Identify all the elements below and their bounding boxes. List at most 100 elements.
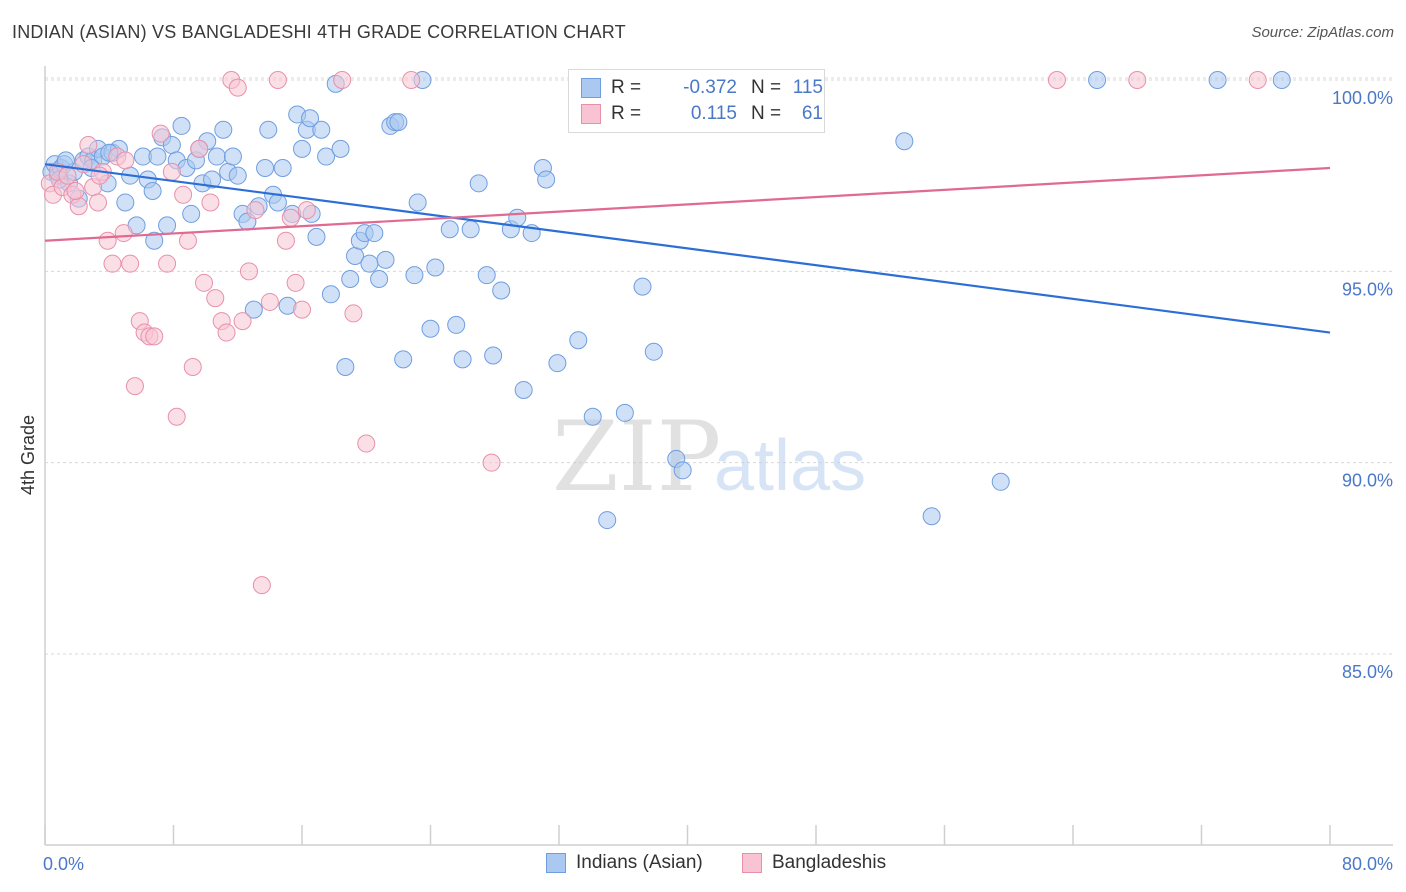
indians-point [569, 331, 588, 350]
bangladeshis-point [1248, 71, 1267, 89]
indians-point [514, 380, 533, 399]
legend-item-bangladeshis[interactable]: Bangladeshis [742, 852, 886, 874]
indians-point [1088, 71, 1107, 89]
bangladeshis-point [162, 162, 181, 181]
indians-point [203, 170, 222, 189]
indians-point [148, 147, 167, 166]
bangladeshis-point [217, 323, 236, 342]
y-tick-label: 100.0% [1332, 88, 1393, 108]
indians-point [1208, 71, 1227, 89]
indians-point [583, 407, 602, 426]
watermark-zip: ZIP [552, 401, 721, 513]
indians-point [426, 258, 445, 277]
indians-point [895, 132, 914, 151]
n-value: 115 [792, 77, 823, 98]
indians-point [365, 224, 384, 243]
indians-point [376, 250, 395, 269]
bangladeshis-point [246, 201, 265, 220]
indians-point [317, 147, 336, 166]
r-value: -0.372 [683, 77, 737, 98]
bangladeshis-point [158, 254, 177, 273]
indians-point [244, 300, 263, 319]
stats-row-indians: R = -0.372 N = 115 [581, 75, 823, 101]
y-tick-label: 85.0% [1342, 662, 1393, 682]
x-tick-label-max: 80.0% [1342, 854, 1393, 874]
bangladeshis-point [195, 273, 214, 292]
n-value: 61 [801, 103, 823, 124]
y-axis-title: 4th Grade [18, 415, 38, 495]
n-label: N = [751, 103, 782, 124]
indians-point [477, 266, 496, 285]
bangladeshis-point [114, 224, 133, 243]
indians-point [360, 254, 379, 273]
indians-point [182, 204, 201, 223]
bangladeshis-point [151, 124, 170, 143]
bangladeshis-point [252, 576, 271, 595]
bangladeshis-point [116, 151, 135, 170]
indians-point [293, 139, 311, 158]
indians-point [158, 216, 177, 235]
indians-point [484, 346, 503, 365]
legend-swatch-indians [546, 853, 566, 873]
bangladeshis-point [281, 208, 300, 227]
indians-point [321, 285, 340, 304]
r-label: R = [611, 103, 642, 124]
indians-point [394, 350, 413, 369]
grid-layer [45, 77, 1393, 655]
indians-point [508, 208, 527, 227]
x-tick-label-min: 0.0% [43, 854, 84, 874]
indians-point [991, 472, 1010, 491]
source-label: Source: ZipAtlas.com [1251, 24, 1394, 41]
indians-point [447, 315, 466, 334]
bangladeshis-point [121, 254, 140, 273]
bangladeshis-point [239, 262, 258, 281]
y-tick-label: 95.0% [1342, 279, 1393, 299]
bangladeshis-point [58, 166, 77, 185]
indians-point [389, 113, 408, 132]
indians-point [207, 147, 226, 166]
legend-item-indians[interactable]: Indians (Asian) [546, 852, 703, 874]
bangladeshis-point [125, 377, 144, 396]
bangladeshis-point [233, 312, 252, 331]
indians-point [307, 227, 326, 246]
indians-point [440, 220, 459, 239]
bangladeshis-point [69, 197, 88, 216]
bangladeshis-trend-line [44, 166, 1331, 242]
bangladeshis-point [183, 358, 202, 376]
bangladeshis-point [103, 254, 122, 273]
bangladeshis-point [89, 193, 108, 212]
indians-point [336, 358, 355, 376]
bangladeshis-point [1047, 71, 1066, 89]
indians-point [453, 350, 472, 369]
indians-point [370, 269, 389, 288]
bangladeshis-point [482, 453, 501, 472]
indians-swatch [581, 78, 601, 98]
indians-point [223, 147, 242, 166]
legend-swatch-bangladeshis [742, 853, 762, 873]
indians-point [341, 269, 360, 288]
bangladeshis-point [178, 231, 197, 250]
bangladeshis-point [228, 78, 247, 97]
bangladeshis-point [276, 231, 295, 250]
indians-point [537, 170, 556, 189]
indians-point [256, 159, 275, 178]
bangladeshis-point [145, 327, 164, 346]
bangladeshis-point [293, 300, 311, 319]
y-tick-label: 90.0% [1342, 471, 1393, 491]
indians-point [301, 109, 320, 128]
r-label: R = [611, 77, 642, 98]
indians-point [598, 511, 617, 530]
bangladeshis-point [357, 434, 376, 453]
stats-box: R = -0.372 N = 115 R = 0.115 N = 61 [568, 69, 825, 133]
bangladeshis-point [66, 181, 85, 200]
indians-point [331, 139, 350, 158]
stats-row-bangladeshis: R = 0.115 N = 61 [581, 101, 823, 127]
indians-point [548, 354, 567, 373]
bangladeshis-swatch [581, 104, 601, 124]
indians-point [145, 231, 164, 250]
indians-point [673, 461, 692, 480]
bangladeshis-point [201, 193, 220, 212]
indians-point [259, 120, 278, 139]
chart-title: INDIAN (ASIAN) VS BANGLADESHI 4TH GRADE … [12, 22, 626, 42]
